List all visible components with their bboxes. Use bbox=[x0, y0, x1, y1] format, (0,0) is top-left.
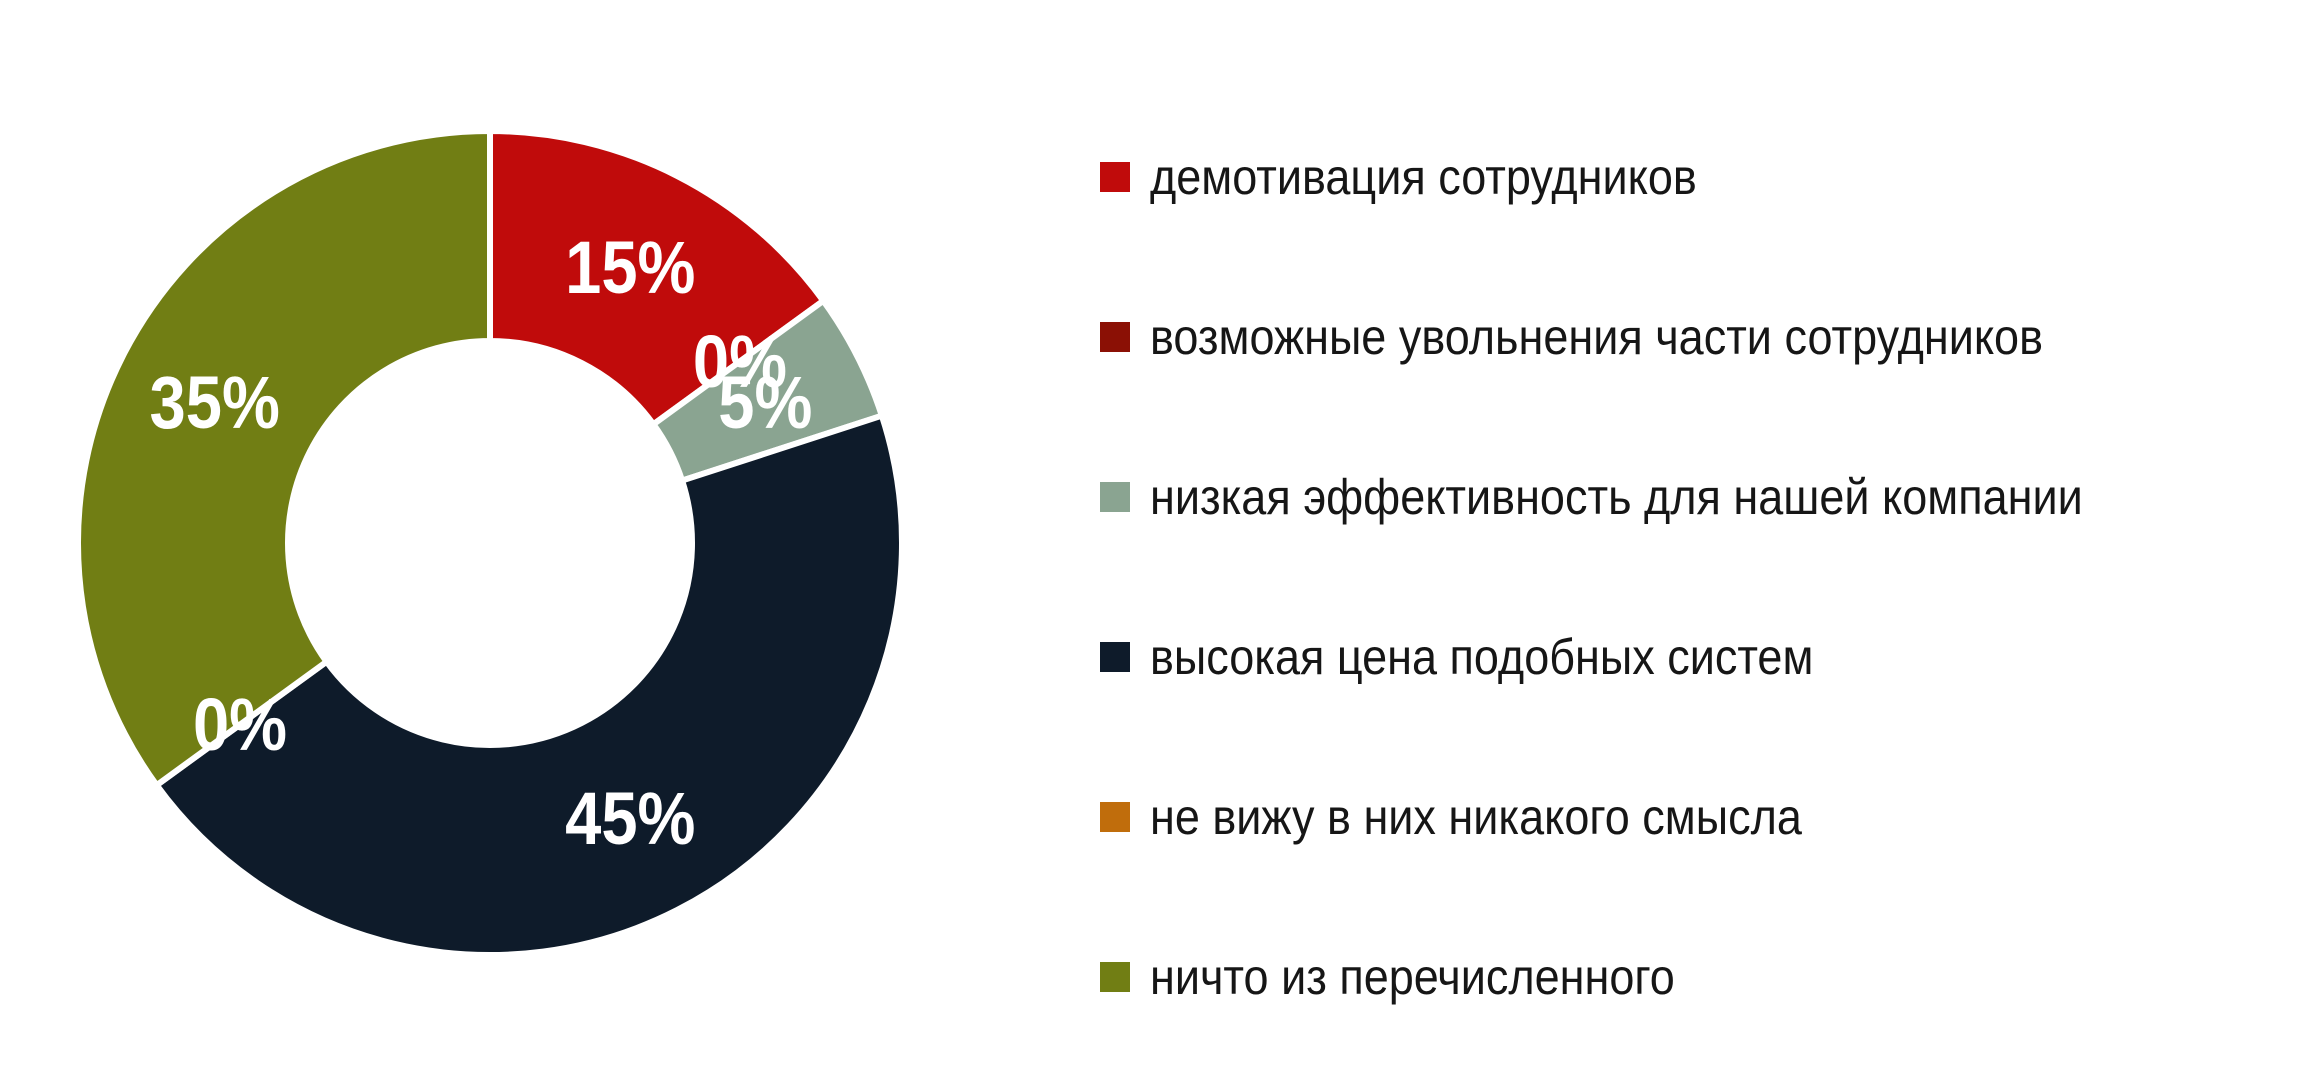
data-label-5: 35% bbox=[150, 361, 280, 444]
legend-swatch-sage bbox=[1100, 482, 1130, 512]
legend-label: высокая цена подобных систем bbox=[1150, 629, 1814, 685]
legend-label: низкая эффективность для нашей компании bbox=[1150, 469, 2083, 525]
data-label-0: 15% bbox=[565, 226, 695, 309]
legend-swatch-olive bbox=[1100, 962, 1130, 992]
donut-slice-0 bbox=[487, 128, 827, 428]
legend-swatch-orange bbox=[1100, 802, 1130, 832]
legend-item: ничто из перечисленного bbox=[1100, 950, 1733, 1004]
legend-item: возможные увольнения части сотрудников bbox=[1100, 310, 2142, 364]
legend-label: возможные увольнения части сотрудников bbox=[1150, 309, 2043, 365]
data-label-1: 0% bbox=[693, 320, 787, 403]
data-label-4: 0% bbox=[193, 683, 287, 766]
legend-swatch-dark-red bbox=[1100, 322, 1130, 352]
data-label-3: 45% bbox=[565, 777, 695, 860]
chart-legend: демотивация сотрудников возможные увольн… bbox=[1100, 0, 2280, 1066]
donut-slice-3 bbox=[153, 412, 905, 958]
donut-slice-5 bbox=[75, 128, 493, 789]
legend-label: ничто из перечисленного bbox=[1150, 949, 1675, 1005]
legend-item: низкая эффективность для нашей компании bbox=[1100, 470, 2186, 524]
legend-label: не вижу в них никакого смысла bbox=[1150, 789, 1802, 845]
legend-item: не вижу в них никакого смысла bbox=[1100, 790, 1874, 844]
data-label-2: 5% bbox=[718, 361, 812, 444]
legend-swatch-red bbox=[1100, 162, 1130, 192]
legend-label: демотивация сотрудников bbox=[1150, 149, 1697, 205]
legend-item: высокая цена подобных систем bbox=[1100, 630, 1887, 684]
legend-item: демотивация сотрудников bbox=[1100, 150, 1758, 204]
legend-swatch-navy bbox=[1100, 642, 1130, 672]
